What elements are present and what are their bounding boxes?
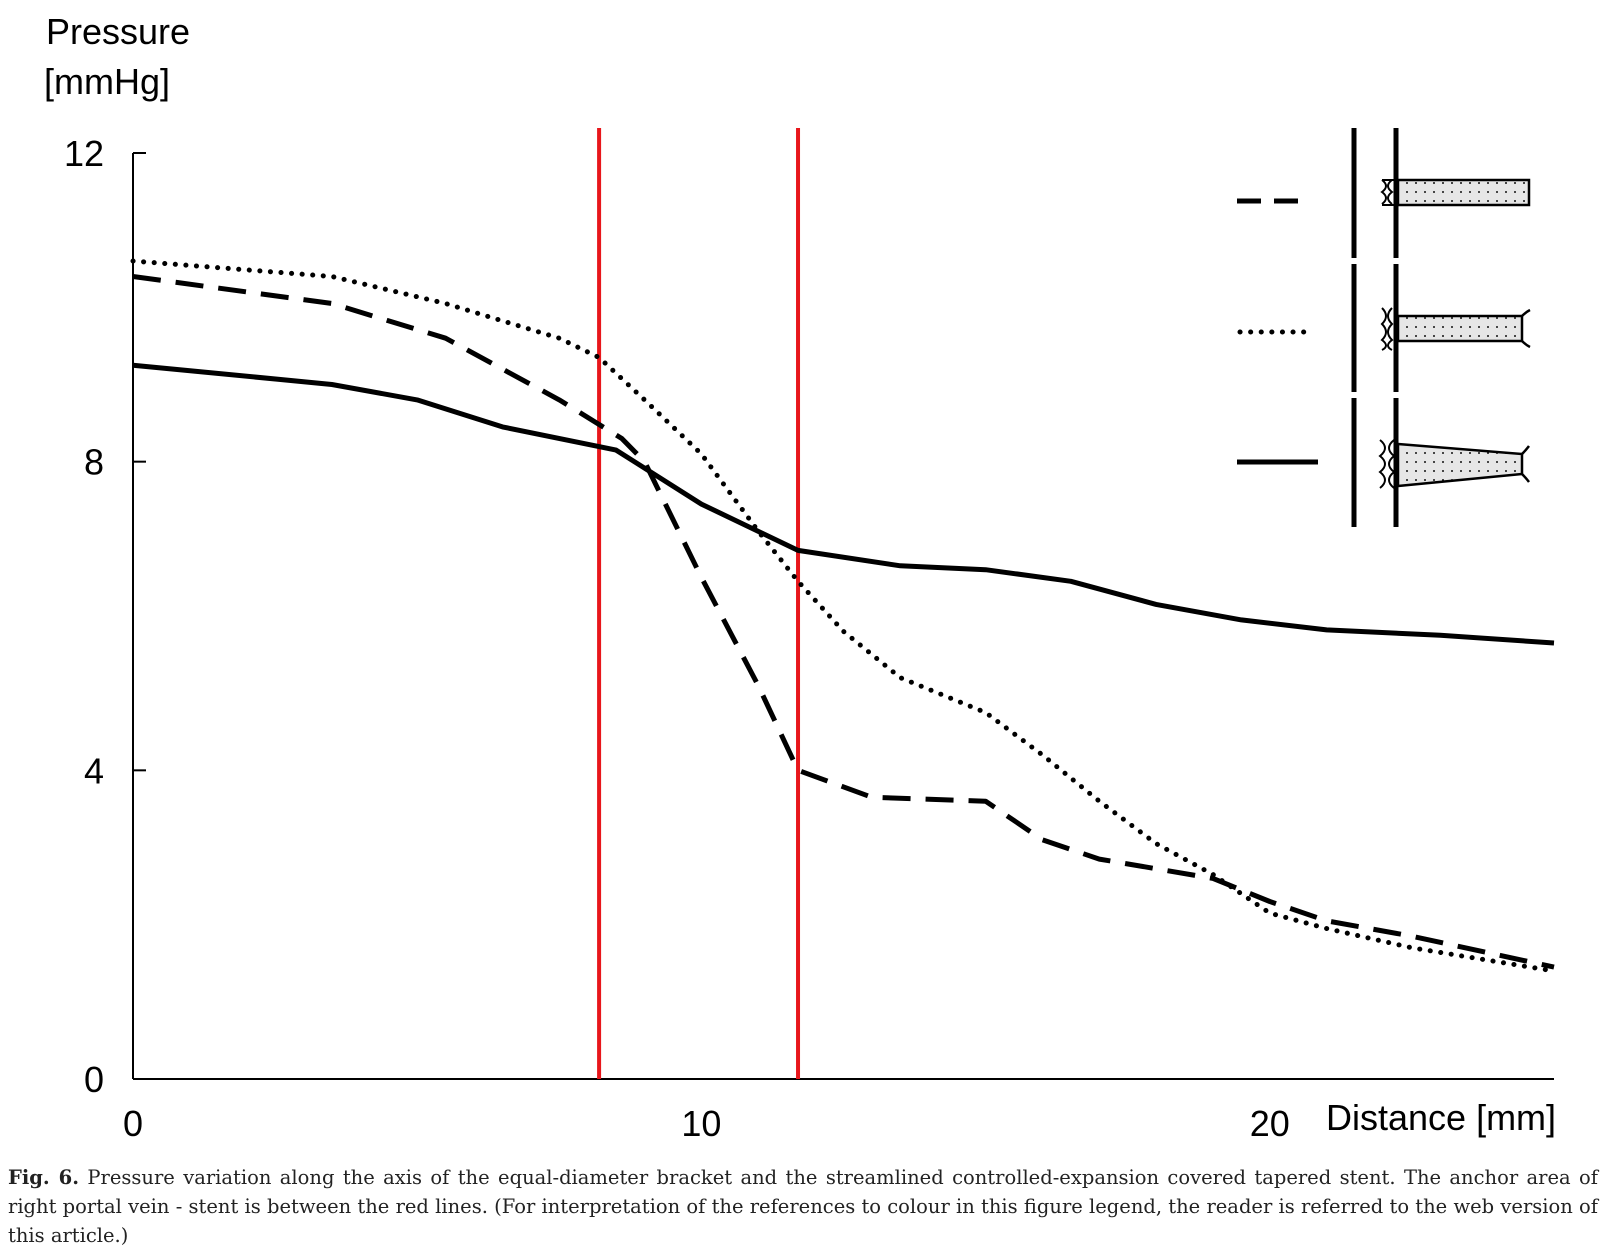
y-tick-label: 8 [84, 442, 104, 483]
figure-caption: Fig. 6. Pressure variation along the axi… [8, 1163, 1598, 1250]
series-line-solid [132, 362, 1555, 646]
y-tick-label: 4 [84, 750, 104, 791]
y-tick-label: 0 [84, 1059, 104, 1100]
x-axis-label: Distance [mm] [1326, 1097, 1556, 1138]
x-tick-label: 20 [1250, 1103, 1290, 1144]
x-tick-label: 10 [681, 1103, 721, 1144]
series-line-dotted [130, 258, 1557, 974]
equal-diameter-stent-icon [1380, 178, 1531, 207]
y-tick-label: 12 [64, 133, 104, 174]
legend [1237, 128, 1531, 527]
x-tick-label: 0 [123, 1103, 143, 1144]
vessel-wall-icon [1351, 128, 1399, 527]
figure-caption-text: Pressure variation along the axis of the… [8, 1166, 1598, 1247]
streamlined-stent-icon [1380, 307, 1531, 351]
series-line-dashed [132, 274, 1555, 970]
y-axis-label-line2: [mmHg] [44, 61, 170, 102]
figure-caption-label: Fig. 6. [8, 1166, 80, 1189]
tapered-stent-icon [1378, 439, 1530, 489]
y-axis-label-line1: Pressure [46, 11, 190, 52]
